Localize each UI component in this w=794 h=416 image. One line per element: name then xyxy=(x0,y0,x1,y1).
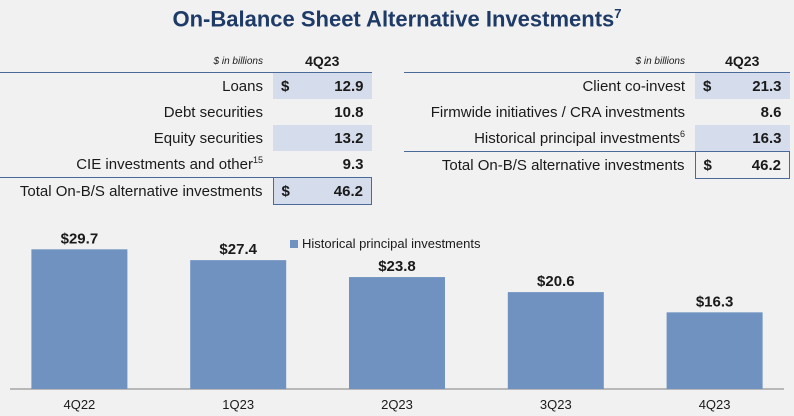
right-period-header: 4Q23 xyxy=(695,50,790,73)
category-label-4Q23: 4Q23 xyxy=(699,397,731,412)
category-label-3Q23: 3Q23 xyxy=(540,397,572,412)
right-unit-label: $ in billions xyxy=(404,50,695,73)
table-row: Equity securities 13.2 xyxy=(0,125,372,151)
table-row: Firmwide initiatives / CRA investments 8… xyxy=(430,103,782,122)
left-investments-table: $ in billions 4Q23 Loans $ 12.9 Debt sec… xyxy=(0,50,372,205)
category-label-4Q22: 4Q22 xyxy=(63,397,95,412)
table-row: Client co-invest $ 21.3 xyxy=(404,72,790,99)
legend-swatch xyxy=(290,240,298,248)
right-investments-table: $ in billions 4Q23 Client co-invest $ 21… xyxy=(404,50,790,179)
left-period-header: 4Q23 xyxy=(273,50,372,73)
total-row: Total On-B/S alternative investments $ 4… xyxy=(404,151,790,179)
data-label-4Q22: $29.7 xyxy=(61,230,99,247)
bar-1Q23 xyxy=(190,260,287,389)
category-label-1Q23: 1Q23 xyxy=(222,397,254,412)
chart-legend: Historical principal investments xyxy=(290,236,480,251)
table-row: Historical principal investments6 16.3 xyxy=(404,125,790,152)
data-label-4Q23: $16.3 xyxy=(696,293,734,310)
data-label-3Q23: $20.6 xyxy=(537,273,575,290)
total-row: Total On-B/S alternative investments $ 4… xyxy=(0,177,372,205)
left-unit-label: $ in billions xyxy=(0,50,273,73)
category-label-2Q23: 2Q23 xyxy=(381,397,413,412)
page-title: On-Balance Sheet Alternative Investments… xyxy=(172,6,622,32)
data-label-1Q23: $27.4 xyxy=(219,241,257,258)
table-row: Debt securities 10.8 xyxy=(163,103,364,122)
bar-2Q23 xyxy=(349,277,445,389)
table-row: Loans $ 12.9 xyxy=(0,72,372,99)
table-row: CIE investments and other15 9.3 xyxy=(76,155,364,173)
bar-4Q22 xyxy=(31,249,128,389)
bar-4Q23 xyxy=(666,312,763,389)
data-label-2Q23: $23.8 xyxy=(378,258,416,275)
bar-3Q23 xyxy=(507,292,604,389)
legend-label: Historical principal investments xyxy=(302,236,481,251)
